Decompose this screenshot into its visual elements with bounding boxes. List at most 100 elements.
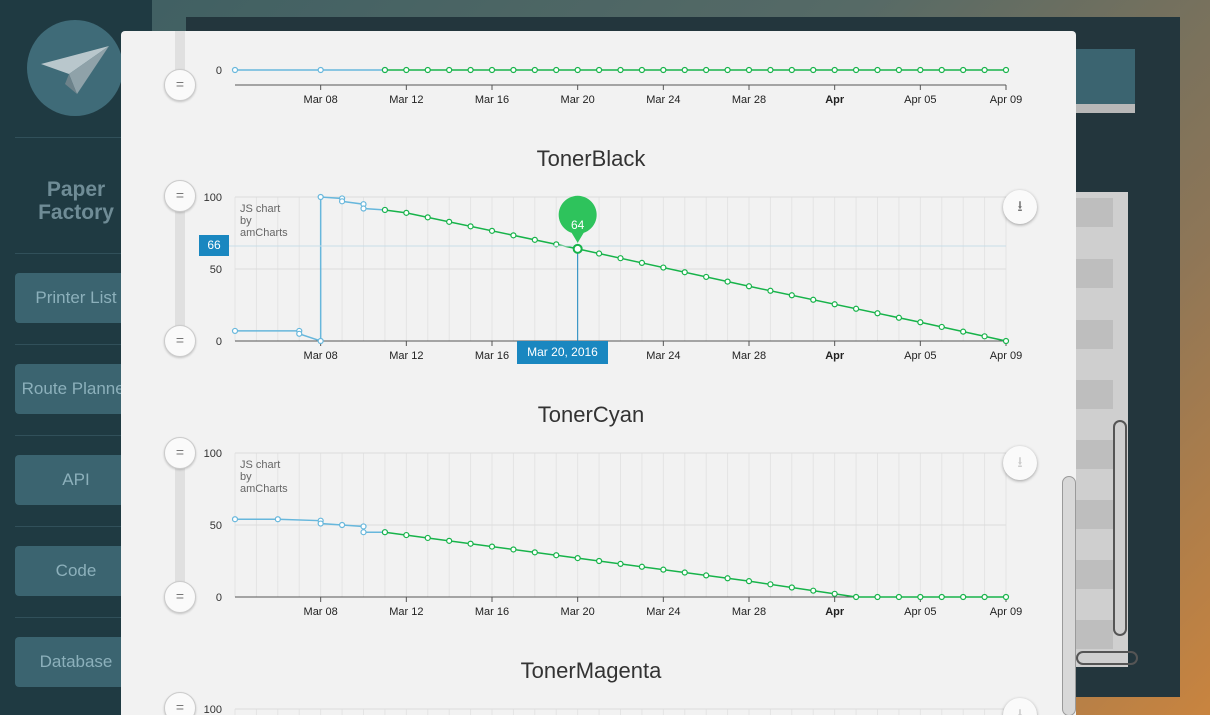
data-point-forecast — [446, 218, 453, 225]
data-point-forecast — [403, 66, 410, 74]
data-point-forecast — [531, 549, 538, 556]
data-point-forecast — [874, 593, 881, 601]
background-scrollbar[interactable] — [1113, 420, 1127, 636]
data-point-forecast — [595, 66, 603, 74]
data-point-forecast — [403, 209, 410, 216]
background-list-row — [1076, 500, 1113, 529]
data-point-forecast — [1002, 66, 1010, 74]
data-point-forecast — [917, 319, 924, 326]
data-point-forecast — [703, 572, 710, 579]
x-tick-label: Mar 08 — [304, 94, 338, 106]
data-point-forecast — [553, 66, 560, 74]
y-tick-label: 50 — [210, 520, 222, 532]
nav-code-button[interactable]: Code — [15, 546, 137, 596]
data-point-forecast — [745, 283, 753, 290]
data-point-forecast — [403, 531, 410, 539]
data-point-forecast — [852, 593, 860, 601]
brand-name: Paper Factory — [0, 178, 152, 224]
data-point-forecast — [788, 292, 795, 299]
data-point-history — [231, 327, 239, 335]
data-point-forecast — [381, 529, 389, 536]
data-point-forecast — [681, 569, 688, 576]
divider — [15, 253, 137, 254]
data-point-history — [338, 521, 346, 529]
data-point-forecast — [660, 566, 667, 573]
data-point-forecast — [467, 66, 474, 74]
chart-title-toner-magenta: TonerMagenta — [520, 658, 662, 683]
chart-scroll-grip[interactable]: = — [164, 437, 196, 469]
data-point-forecast — [638, 563, 646, 570]
background-list-row — [1076, 259, 1113, 288]
export-button[interactable]: ⭳ — [1003, 190, 1037, 224]
background-list-row — [1076, 320, 1113, 349]
x-tick-label: Mar 12 — [389, 94, 423, 106]
data-point-forecast — [831, 590, 838, 597]
data-point-forecast — [467, 223, 474, 230]
scrollbar-rail — [175, 196, 185, 341]
data-point-forecast — [831, 301, 838, 308]
x-tick-label: Mar 08 — [304, 350, 338, 362]
divider — [15, 344, 137, 345]
x-tick-label: Apr — [825, 350, 845, 362]
data-point-forecast — [852, 305, 860, 312]
brand-line-1: Paper — [46, 178, 106, 201]
data-point-forecast — [874, 66, 881, 74]
nav-api-button[interactable]: API — [15, 455, 137, 505]
x-tick-label: Mar 28 — [732, 94, 766, 106]
background-list-row — [1076, 560, 1113, 589]
chart-scroll-grip[interactable]: = — [164, 581, 196, 613]
data-point-forecast — [424, 534, 431, 542]
nav-database-button[interactable]: Database — [15, 637, 137, 687]
nav-printer-list-button[interactable]: Printer List — [15, 273, 137, 323]
y-tick-label: 50 — [210, 264, 222, 276]
data-point-forecast — [767, 581, 774, 588]
y-tick-label: 100 — [204, 704, 222, 715]
data-point-forecast — [895, 314, 903, 321]
download-icon: ⭳ — [1017, 706, 1023, 715]
data-point-forecast — [488, 66, 496, 74]
data-point-forecast — [767, 66, 774, 74]
y-tick-label: 100 — [204, 448, 222, 460]
data-point-forecast — [917, 66, 924, 74]
data-point-forecast — [488, 227, 496, 234]
series-line-forecast — [384, 531, 1006, 598]
data-point-forecast — [595, 557, 603, 565]
data-point-history — [317, 66, 324, 74]
data-point-forecast — [724, 575, 731, 582]
nav-route-planner-button[interactable]: Route Planner — [15, 364, 137, 414]
data-point-forecast — [745, 66, 753, 74]
x-tick-label: Mar 28 — [732, 606, 766, 618]
chart-title-toner-black: TonerBlack — [536, 146, 646, 171]
data-point-forecast — [617, 560, 624, 567]
data-point-forecast — [745, 578, 753, 585]
divider — [15, 435, 137, 436]
background-horizontal-scrollbar[interactable] — [1076, 651, 1138, 665]
data-point-history — [360, 523, 367, 530]
x-tick-label: Apr 09 — [990, 94, 1022, 106]
modal-scrollbar[interactable] — [1062, 476, 1076, 715]
chart-scroll-grip[interactable]: = — [164, 69, 196, 101]
chart-watermark[interactable]: JS chart by amCharts — [240, 459, 288, 495]
data-point-forecast — [1002, 337, 1010, 345]
chart-watermark[interactable]: JS chart by amCharts — [240, 203, 288, 239]
data-point-history — [231, 66, 239, 74]
chart-scroll-grip[interactable]: = — [164, 692, 196, 715]
logo[interactable] — [27, 20, 123, 116]
x-tick-label: Apr 09 — [990, 350, 1022, 362]
background-list-row — [1076, 198, 1113, 227]
background-header-bar — [1060, 104, 1135, 113]
x-tick-label: Apr — [825, 606, 845, 618]
paper-plane-icon — [41, 46, 109, 94]
data-point-forecast — [660, 264, 667, 271]
export-button[interactable]: ⭳ — [1003, 698, 1037, 715]
export-button[interactable]: ⭳ — [1003, 446, 1037, 480]
data-point-forecast — [660, 66, 667, 74]
chart-scroll-grip[interactable]: = — [164, 180, 196, 212]
x-tick-label: Apr 05 — [904, 350, 936, 362]
data-point-forecast — [831, 66, 838, 74]
x-tick-label: Mar 24 — [646, 606, 680, 618]
download-icon: ⭳ — [1017, 454, 1023, 471]
x-tick-label: Mar 16 — [475, 94, 509, 106]
chart-scroll-grip[interactable]: = — [164, 325, 196, 357]
data-point-forecast — [788, 584, 795, 591]
